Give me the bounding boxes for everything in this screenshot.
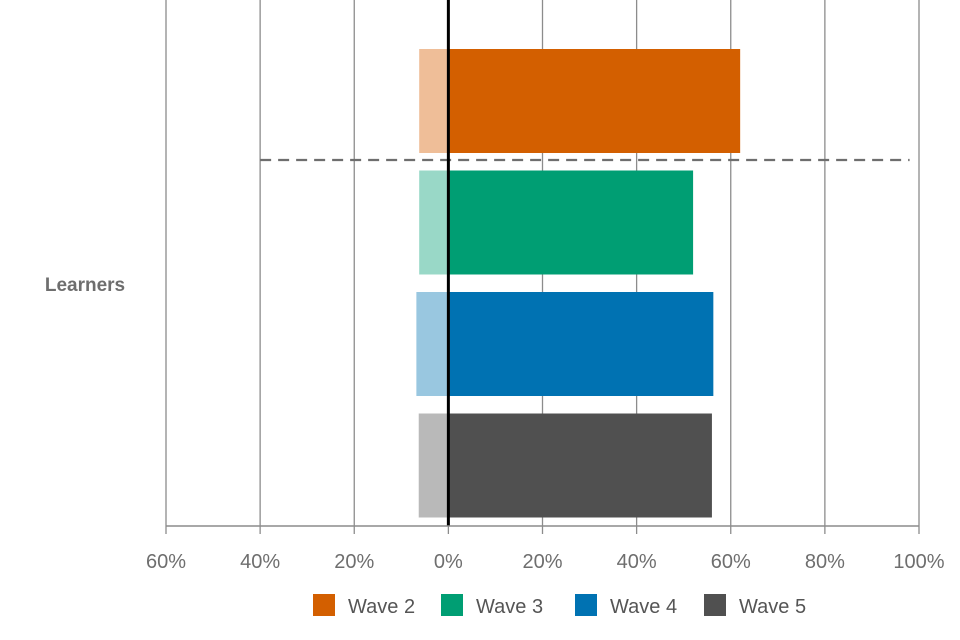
x-tick-label: 80% xyxy=(805,551,845,573)
x-tick-label: 60% xyxy=(146,551,186,573)
legend-label-wave-2: Wave 2 xyxy=(348,596,415,618)
bars xyxy=(260,49,910,518)
legend-swatch-wave-3 xyxy=(441,594,463,616)
bar-positive-wave-3 xyxy=(448,170,694,275)
category-label: Learners xyxy=(45,275,125,296)
bar-positive-wave-5 xyxy=(448,413,712,518)
x-tick-label: 100% xyxy=(893,551,944,573)
bar-negative-wave-4 xyxy=(416,292,449,396)
bar-positive-wave-2 xyxy=(448,49,741,153)
bar-positive-wave-4 xyxy=(448,292,714,396)
x-tick-label: 40% xyxy=(617,551,657,573)
x-axis: 60% 40% 20% 0% 20% 40% 60% 80% 100% xyxy=(146,0,945,573)
x-tick-label: 20% xyxy=(522,551,562,573)
bar-negative-wave-3 xyxy=(419,170,449,275)
x-tick-label: 0% xyxy=(434,551,463,573)
legend-label-wave-5: Wave 5 xyxy=(739,596,806,618)
legend-swatch-wave-5 xyxy=(704,594,726,616)
x-tick-label: 60% xyxy=(711,551,751,573)
legend-label-wave-3: Wave 3 xyxy=(476,596,543,618)
bar-negative-wave-2 xyxy=(419,49,449,153)
legend-swatch-wave-4 xyxy=(575,594,597,616)
legend: Wave 2 Wave 3 Wave 4 Wave 5 xyxy=(313,594,806,618)
bar-negative-wave-5 xyxy=(418,413,449,518)
x-tick-label: 20% xyxy=(334,551,374,573)
x-tick-label: 40% xyxy=(240,551,280,573)
legend-swatch-wave-2 xyxy=(313,594,335,616)
legend-label-wave-4: Wave 4 xyxy=(610,596,677,618)
